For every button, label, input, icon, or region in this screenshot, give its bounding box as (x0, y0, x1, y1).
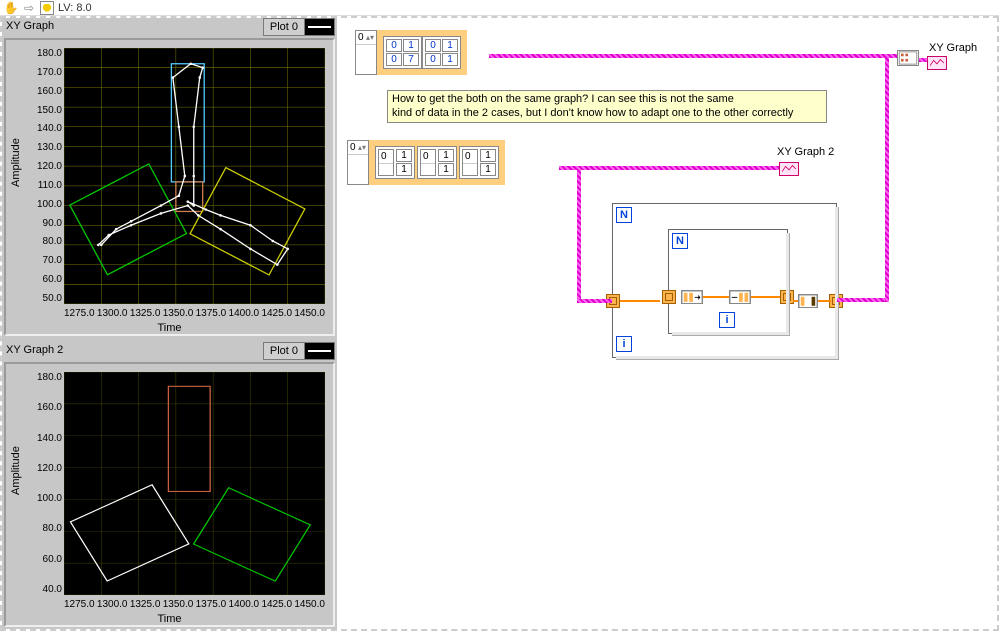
graph2-legend[interactable]: Plot 0 (263, 342, 335, 360)
block-diagram: 0▴▾ 0 1 0 7 (337, 18, 997, 629)
graph2-legend-label: Plot 0 (264, 345, 304, 357)
num-cell[interactable]: 1 (403, 39, 419, 52)
loop-i-icon: i (719, 312, 735, 328)
cluster-cell: 0 1 0 7 (383, 36, 422, 69)
wire (620, 300, 660, 302)
stop-icon[interactable] (40, 1, 54, 15)
idx-val: 0 (358, 32, 364, 43)
num-cell[interactable]: 1 (480, 163, 496, 176)
spinner-icon[interactable]: ▴▾ (366, 36, 374, 40)
comment-box[interactable]: How to get the both on the same graph? I… (387, 90, 827, 123)
graph1-title: XY Graph (6, 20, 54, 32)
bundle-node[interactable] (729, 290, 751, 304)
loop-N-icon: N (616, 207, 632, 223)
cluster: 0 1 0 7 0 1 (377, 30, 467, 75)
wire (837, 298, 885, 302)
for-loop-inner[interactable]: N i (668, 229, 788, 334)
wire (489, 54, 879, 58)
comment-line: How to get the both on the same graph? I… (392, 92, 822, 106)
cluster-cell: 0 1 1 (459, 146, 499, 179)
loop-tunnel (662, 290, 676, 304)
cluster-cell: 0 1 1 (375, 146, 415, 179)
wire (919, 58, 927, 62)
graph2-yticks: 180.0160.0140.0120.0100.080.060.040.0 (26, 372, 62, 595)
wire (577, 166, 581, 301)
num-cell[interactable]: 1 (396, 163, 412, 176)
num-cell[interactable]: 0 (425, 39, 441, 52)
num-cell[interactable]: 1 (438, 149, 454, 162)
num-cell[interactable]: 0 (425, 53, 441, 66)
loop-tunnel (780, 290, 794, 304)
toolbar: ✋ ⇨ LV: 8.0 (0, 0, 999, 16)
loop-N-icon: N (672, 233, 688, 249)
spinner-icon[interactable]: ▴▾ (358, 146, 366, 150)
plot-line-icon (304, 343, 334, 359)
wire (703, 296, 729, 298)
for-loop-outer[interactable]: N i N i (612, 203, 837, 358)
num-cell[interactable]: 1 (480, 149, 496, 162)
graph2-svg (64, 372, 325, 595)
workspace: XY Graph Plot 0 Amplitude 180.0170.0160.… (0, 16, 999, 631)
graph2-frame: Amplitude 180.0160.0140.0120.0100.080.06… (4, 362, 335, 627)
xy-graph-term-label: XY Graph (929, 42, 977, 54)
num-cell[interactable]: 1 (442, 39, 458, 52)
num-cell[interactable]: 7 (403, 53, 419, 66)
graph2-xticks: 1275.01300.01325.01350.01375.01400.01425… (64, 599, 325, 613)
idx-val: 0 (350, 142, 356, 153)
lv-version: LV: 8.0 (58, 2, 92, 14)
front-panel: XY Graph Plot 0 Amplitude 180.0170.0160.… (2, 18, 337, 629)
inner-idx[interactable]: 0 (378, 149, 394, 176)
loop-i-icon: i (616, 336, 632, 352)
graph2-plot[interactable] (64, 372, 325, 595)
xy-graph-2: XY Graph 2 Plot 0 Amplitude 180.0160.014… (2, 342, 337, 629)
plot-line-icon (304, 19, 334, 35)
graph1-plot[interactable] (64, 48, 325, 304)
unbundle-node[interactable] (681, 290, 703, 304)
xy-graph-2-terminal[interactable] (779, 162, 799, 176)
graph1-yticks: 180.0170.0160.0150.0140.0130.0120.0110.0… (26, 48, 62, 304)
wire (577, 299, 612, 303)
num-cell[interactable]: 1 (396, 149, 412, 162)
inner-idx[interactable]: 0 (420, 149, 436, 176)
hand-icon[interactable]: ✋ (4, 1, 18, 15)
graph1-legend-label: Plot 0 (264, 21, 304, 33)
comment-line: kind of data in the 2 cases, but I don't… (392, 106, 822, 120)
cluster-cell: 0 1 0 1 (422, 36, 461, 69)
array-index-outer[interactable]: 0▴▾ (347, 140, 369, 185)
build-array-icon[interactable] (897, 50, 919, 66)
wire (885, 58, 889, 302)
arrow-icon[interactable]: ⇨ (22, 1, 36, 15)
xy-graph-1: XY Graph Plot 0 Amplitude 180.0170.0160.… (2, 18, 337, 338)
graph1-xticks: 1275.01300.01325.01350.01375.01400.01425… (64, 308, 325, 322)
graph2-title: XY Graph 2 (6, 344, 63, 356)
graph1-frame: Amplitude 180.0170.0160.0150.0140.0130.0… (4, 38, 335, 336)
num-cell[interactable]: 0 (386, 39, 402, 52)
array-index[interactable]: 0▴▾ (355, 30, 377, 75)
cluster-cell: 0 1 1 (417, 146, 457, 179)
graph1-xlabel: Time (157, 322, 181, 334)
num-cell[interactable]: 0 (386, 53, 402, 66)
wire (559, 166, 779, 170)
graph1-svg (64, 48, 325, 304)
xy-graph-terminal[interactable] (927, 56, 947, 70)
num-cell[interactable]: 1 (442, 53, 458, 66)
index-array-node[interactable] (798, 294, 818, 308)
array-source-top[interactable]: 0▴▾ 0 1 0 7 (355, 30, 467, 75)
graph1-ylabel: Amplitude (10, 138, 22, 187)
cluster-row: 0 1 1 0 1 1 0 1 1 (369, 140, 505, 185)
graph2-ylabel: Amplitude (10, 446, 22, 495)
graph1-legend[interactable]: Plot 0 (263, 18, 335, 36)
graph2-xlabel: Time (157, 613, 181, 625)
array-source-mid[interactable]: 0▴▾ 0 1 1 0 1 1 0 (347, 140, 505, 185)
xy-graph-2-term-label: XY Graph 2 (777, 146, 834, 158)
num-cell[interactable]: 1 (438, 163, 454, 176)
inner-idx[interactable]: 0 (462, 149, 478, 176)
